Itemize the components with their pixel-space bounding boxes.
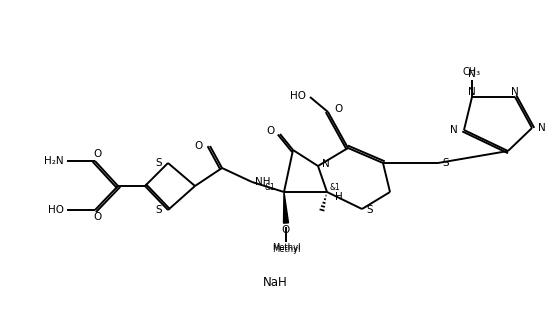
Text: S: S (155, 158, 162, 168)
Text: &1: &1 (264, 183, 275, 191)
Text: H: H (335, 192, 343, 202)
Text: N: N (511, 87, 519, 97)
Text: S: S (155, 205, 162, 215)
Text: H₂N: H₂N (45, 156, 64, 166)
Text: HO: HO (290, 91, 306, 101)
Text: N: N (468, 87, 476, 97)
Text: CH₃: CH₃ (463, 67, 481, 77)
Text: O: O (267, 126, 275, 136)
Text: N: N (468, 69, 476, 79)
Text: N: N (538, 123, 546, 133)
Polygon shape (284, 192, 289, 223)
Text: S: S (442, 158, 448, 168)
Text: N: N (322, 159, 330, 169)
Text: S: S (366, 205, 373, 215)
Text: Methyl: Methyl (272, 245, 300, 253)
Text: N: N (450, 125, 458, 135)
Text: O: O (282, 225, 290, 235)
Text: O: O (195, 141, 203, 151)
Text: NaH: NaH (262, 276, 287, 289)
Text: HO: HO (48, 205, 64, 215)
Text: Methyl: Methyl (272, 244, 300, 252)
Text: O: O (334, 104, 342, 114)
Text: O: O (94, 212, 102, 222)
Text: NH: NH (255, 177, 271, 187)
Text: &1: &1 (330, 183, 341, 191)
Text: O: O (94, 149, 102, 159)
